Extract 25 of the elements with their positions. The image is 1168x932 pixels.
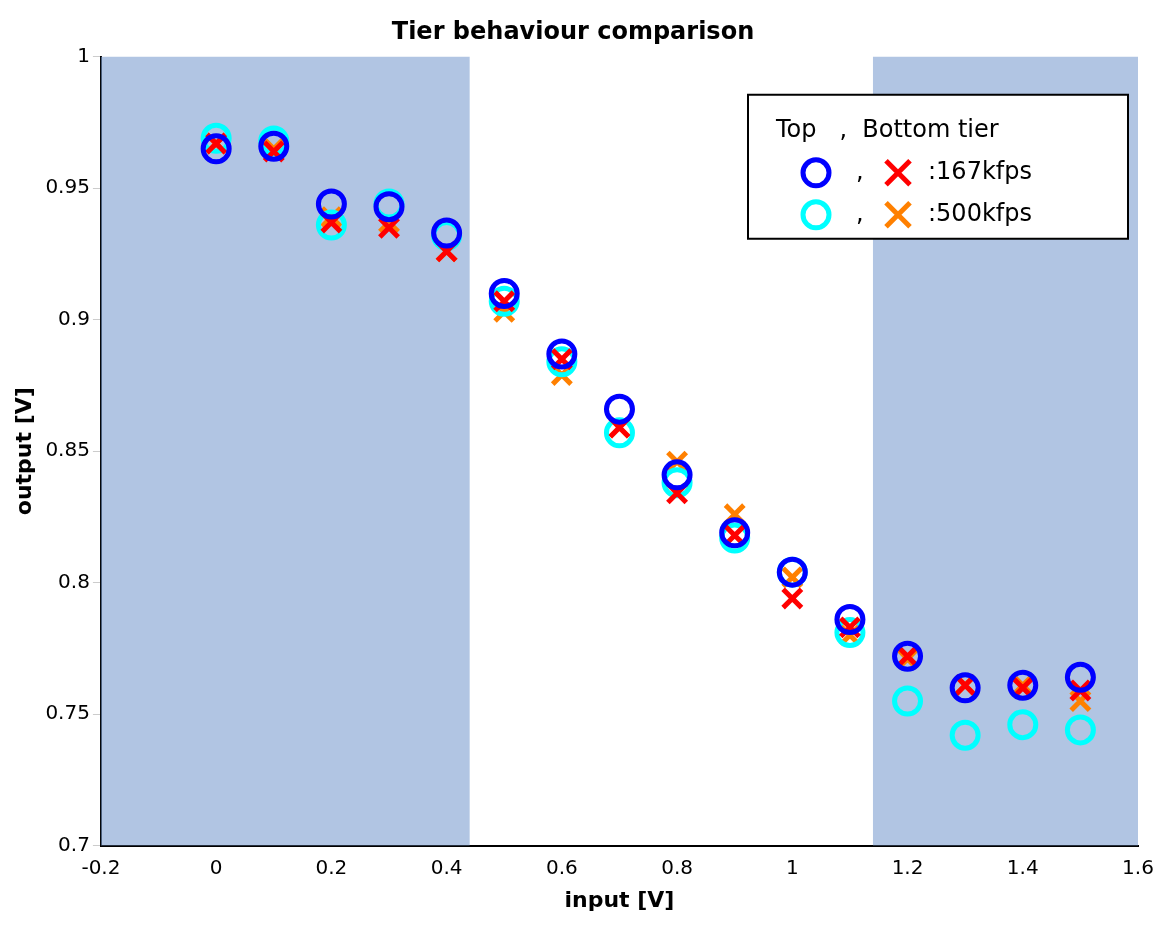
x-tick-label: 0.4: [430, 854, 463, 879]
chart-title: Tier behaviour comparison: [391, 16, 755, 45]
y-tick-label: 0.85: [45, 437, 90, 462]
legend-label: ,: [856, 157, 864, 186]
y-axis-title: output [V]: [10, 387, 36, 516]
y-tick-label: 0.9: [58, 305, 90, 330]
x-tick-label: -0.2: [81, 854, 121, 879]
x-tick-label: 1: [785, 854, 799, 879]
legend-label: ,: [856, 199, 864, 228]
x-tick-label: 1.4: [1006, 854, 1039, 879]
y-tick-label: 1: [77, 43, 90, 67]
x-tick-label: 0.6: [545, 854, 578, 879]
legend-label: :500kfps: [928, 199, 1032, 228]
y-tick-label: 0.95: [45, 174, 90, 199]
x-tick-label: 0.8: [661, 854, 693, 879]
legend-label: :167kfps: [928, 157, 1032, 186]
x-tick-label: 0: [209, 854, 223, 879]
y-tick-label: 0.8: [58, 568, 90, 593]
x-tick-label: 1.2: [891, 854, 924, 879]
x-tick-label: 0.2: [315, 854, 348, 879]
x-axis-title: input [V]: [564, 886, 675, 912]
x-tick-label: 1.6: [1122, 854, 1154, 879]
y-tick-label: 0.75: [45, 700, 90, 725]
legend-title: Top , Bottom tier: [775, 115, 999, 144]
y-tick-label: 0.7: [58, 831, 90, 856]
